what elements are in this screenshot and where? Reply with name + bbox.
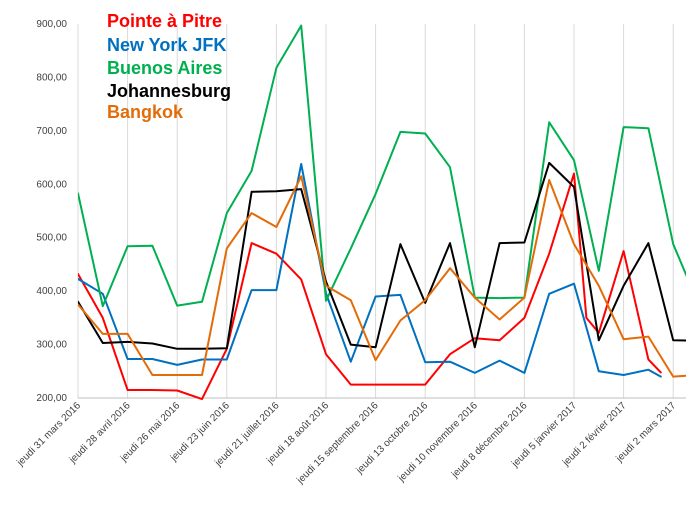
vertical-gridlines <box>77 24 674 398</box>
x-tick-label: jeudi 10 novembre 2016 <box>396 400 481 485</box>
legend-entry-pointe-a-pitre: Pointe à Pitre <box>107 11 222 31</box>
legend-entry-buenos-aires: Buenos Aires <box>107 58 222 78</box>
series-line-bangkok <box>78 175 686 378</box>
legend: Pointe à Pitre New York JFK Buenos Aires… <box>107 11 231 122</box>
y-tick-label: 400,00 <box>36 286 67 297</box>
series-line-buenos-aires <box>78 24 686 308</box>
series-line-new-york-jfk <box>78 163 662 378</box>
legend-entry-new-york-jfk: New York JFK <box>107 35 226 55</box>
y-tick-label: 800,00 <box>36 72 67 83</box>
series-lines <box>78 24 686 401</box>
y-tick-label: 500,00 <box>36 233 67 244</box>
legend-entry-bangkok: Bangkok <box>107 102 184 122</box>
y-tick-label: 200,00 <box>36 393 67 404</box>
y-tick-label: 300,00 <box>36 340 67 351</box>
y-tick-label: 600,00 <box>36 179 67 190</box>
series-line-johannesburg <box>78 161 686 350</box>
legend-entry-johannesburg: Johannesburg <box>107 81 231 101</box>
y-tick-label: 900,00 <box>36 19 67 30</box>
y-tick-label: 700,00 <box>36 126 67 137</box>
y-tick-labels: 200,00 300,00 400,00 500,00 600,00 700,00 800,… <box>36 19 67 404</box>
x-tick-label: jeudi 15 septembre 2016 <box>294 400 381 487</box>
series-line-pointe-a-pitre <box>78 172 662 401</box>
